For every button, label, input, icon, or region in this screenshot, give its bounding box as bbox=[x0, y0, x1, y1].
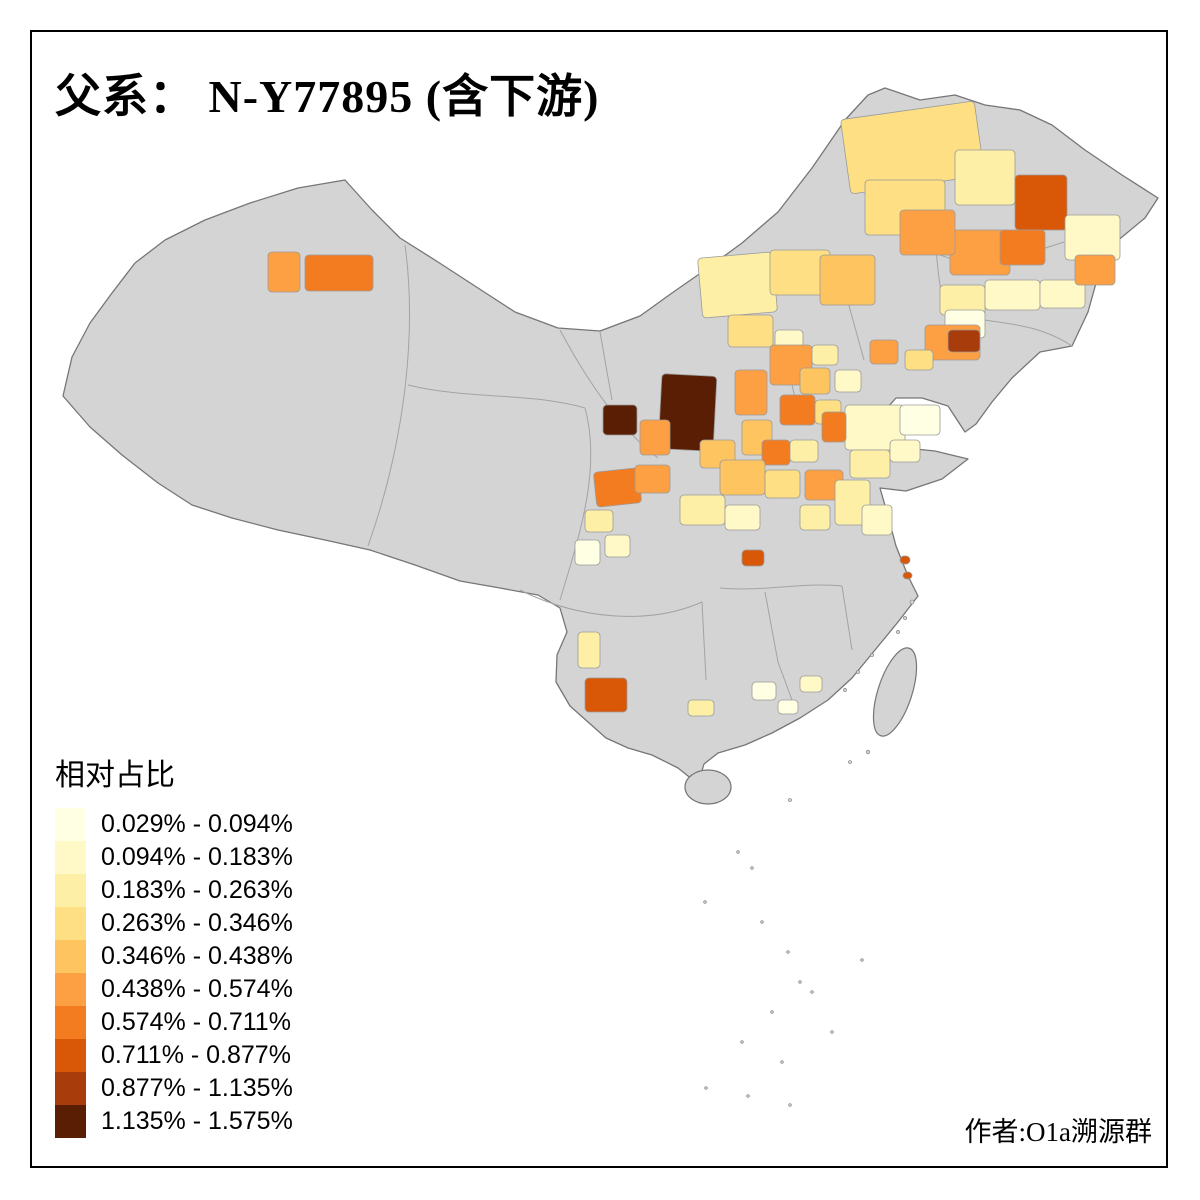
legend-swatch bbox=[55, 1072, 86, 1105]
map-region bbox=[727, 314, 774, 348]
legend-label: 1.135% - 1.575% bbox=[101, 1107, 293, 1135]
map-region bbox=[724, 504, 761, 531]
map-region bbox=[999, 229, 1046, 266]
prefecture-regions bbox=[267, 101, 1121, 717]
map-region bbox=[799, 504, 831, 531]
taiwan-island bbox=[872, 647, 918, 737]
legend-swatch bbox=[55, 874, 86, 907]
legend-label: 0.094% - 0.183% bbox=[101, 843, 293, 871]
map-region bbox=[821, 411, 847, 443]
legend-rows: 0.029% - 0.094% 0.094% - 0.183% 0.183% - 0… bbox=[55, 808, 293, 1138]
legend-label: 0.711% - 0.877% bbox=[101, 1041, 291, 1069]
legend-swatch bbox=[55, 808, 86, 841]
map-region bbox=[1039, 279, 1086, 309]
map-region bbox=[947, 329, 981, 353]
plot-border bbox=[30, 30, 1168, 1168]
map-region bbox=[639, 419, 671, 456]
map-region bbox=[889, 439, 921, 463]
map-region bbox=[574, 539, 601, 566]
map-region bbox=[799, 367, 831, 395]
hainan-island bbox=[684, 769, 732, 805]
map-region bbox=[777, 699, 799, 715]
map-region bbox=[751, 681, 777, 701]
legend-row: 0.711% - 0.877% bbox=[55, 1039, 293, 1072]
legend-row: 0.094% - 0.183% bbox=[55, 841, 293, 874]
map-region bbox=[849, 449, 891, 479]
legend-label: 0.438% - 0.574% bbox=[101, 975, 293, 1003]
legend-swatch bbox=[55, 1105, 86, 1138]
legend-row: 1.135% - 1.575% bbox=[55, 1105, 293, 1138]
map-title: 父系： N-Y77895 (含下游) bbox=[55, 71, 600, 122]
map-region bbox=[834, 479, 871, 526]
map-region bbox=[902, 571, 913, 580]
legend-row: 0.029% - 0.094% bbox=[55, 808, 293, 841]
map-region bbox=[604, 534, 631, 558]
map-region bbox=[267, 251, 301, 293]
legend-label: 0.183% - 0.263% bbox=[101, 876, 293, 904]
legend-swatch bbox=[55, 973, 86, 1006]
legend-label: 0.877% - 1.135% bbox=[101, 1074, 293, 1102]
map-region bbox=[657, 373, 718, 452]
map-region bbox=[764, 469, 801, 499]
legend-row: 0.183% - 0.263% bbox=[55, 874, 293, 907]
legend-swatch bbox=[55, 907, 86, 940]
legend-row: 0.877% - 1.135% bbox=[55, 1072, 293, 1105]
map-region bbox=[899, 404, 941, 436]
map-region bbox=[1074, 254, 1116, 286]
map-region bbox=[687, 699, 715, 717]
legend-row: 0.346% - 0.438% bbox=[55, 940, 293, 973]
map-region bbox=[584, 677, 628, 713]
map-region bbox=[584, 509, 614, 533]
legend-label: 0.346% - 0.438% bbox=[101, 942, 293, 970]
map-region bbox=[577, 631, 601, 669]
legend-swatch bbox=[55, 841, 86, 874]
map-region bbox=[819, 254, 876, 306]
map-region bbox=[634, 464, 671, 494]
map-region bbox=[869, 339, 899, 365]
map-region bbox=[741, 549, 765, 567]
legend-label: 0.574% - 0.711% bbox=[101, 1008, 291, 1036]
map-region bbox=[734, 369, 768, 416]
map-region bbox=[811, 344, 839, 366]
legend-swatch bbox=[55, 940, 86, 973]
legend-label: 0.263% - 0.346% bbox=[101, 909, 293, 937]
legend: 相对占比 0.029% - 0.094% 0.094% - 0.183% 0.183… bbox=[55, 750, 293, 1138]
author-credit: 作者:O1a溯源群 bbox=[964, 1117, 1152, 1147]
minor-islands bbox=[703, 599, 915, 1107]
legend-title: 相对占比 bbox=[55, 759, 175, 792]
map-region bbox=[834, 369, 862, 393]
map-region bbox=[602, 404, 638, 436]
legend-row: 0.263% - 0.346% bbox=[55, 907, 293, 940]
map-region bbox=[799, 675, 823, 693]
map-region bbox=[789, 439, 819, 463]
map-region bbox=[861, 504, 893, 536]
map-region bbox=[904, 349, 934, 371]
legend-swatch bbox=[55, 1006, 86, 1039]
map-region bbox=[899, 555, 911, 565]
legend-row: 0.438% - 0.574% bbox=[55, 973, 293, 1006]
legend-row: 0.574% - 0.711% bbox=[55, 1006, 293, 1039]
map-region bbox=[899, 209, 956, 256]
map-region bbox=[304, 254, 374, 292]
legend-swatch bbox=[55, 1039, 86, 1072]
legend-label: 0.029% - 0.094% bbox=[101, 810, 293, 838]
